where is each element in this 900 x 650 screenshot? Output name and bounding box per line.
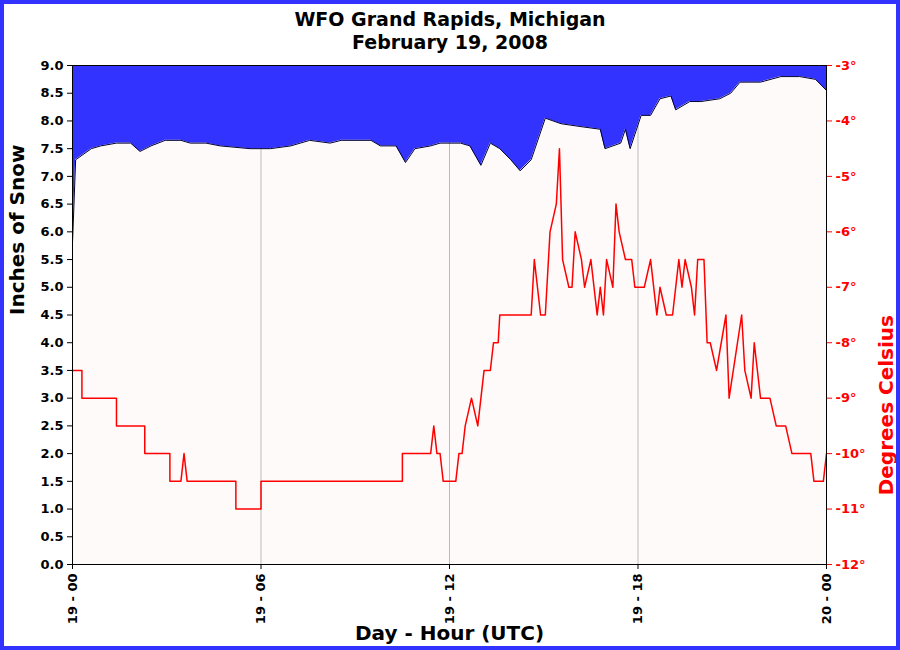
html-text:February 19, 2008: February 19, 2008 xyxy=(352,31,548,53)
svg-text:7.5: 7.5 xyxy=(40,141,63,156)
svg-text:2.0: 2.0 xyxy=(40,446,63,461)
svg-text:-8°: -8° xyxy=(836,335,857,350)
svg-text:3.0: 3.0 xyxy=(40,390,63,405)
svg-text:2.5: 2.5 xyxy=(40,418,63,433)
svg-text:-5°: -5° xyxy=(836,169,857,184)
svg-text:9.0: 9.0 xyxy=(40,60,63,73)
svg-text:-4°: -4° xyxy=(836,113,857,128)
svg-text:-3°: -3° xyxy=(836,60,857,73)
svg-text:19 - 12: 19 - 12 xyxy=(442,574,457,625)
svg-text:7.0: 7.0 xyxy=(40,169,63,184)
svg-text:-6°: -6° xyxy=(836,224,857,239)
svg-text:1.0: 1.0 xyxy=(40,501,63,516)
svg-text:5.0: 5.0 xyxy=(40,279,63,294)
svg-text:0.5: 0.5 xyxy=(40,529,63,544)
svg-text:19 - 00: 19 - 00 xyxy=(65,574,80,625)
svg-text:0.0: 0.0 xyxy=(40,557,63,572)
svg-text:-12°: -12° xyxy=(836,557,866,572)
svg-text:6.5: 6.5 xyxy=(40,196,63,211)
svg-text:4.5: 4.5 xyxy=(40,307,63,322)
svg-text:20 - 00: 20 - 00 xyxy=(819,574,834,625)
svg-text:19 - 06: 19 - 06 xyxy=(253,574,268,625)
svg-text:3.5: 3.5 xyxy=(40,363,63,378)
svg-text:-9°: -9° xyxy=(836,390,857,405)
svg-text:Day - Hour (UTC): Day - Hour (UTC) xyxy=(355,621,544,645)
svg-text:Degrees Celsius: Degrees Celsius xyxy=(874,315,896,495)
svg-text:Inches of Snow: Inches of Snow xyxy=(5,145,29,315)
svg-text:-7°: -7° xyxy=(836,279,857,294)
svg-text:4.0: 4.0 xyxy=(40,335,63,350)
html-text:WFO Grand Rapids, Michigan: WFO Grand Rapids, Michigan xyxy=(294,8,606,30)
svg-text:8.5: 8.5 xyxy=(40,85,63,100)
svg-text:-11°: -11° xyxy=(836,501,866,516)
svg-text:5.5: 5.5 xyxy=(40,252,63,267)
svg-text:19 - 18: 19 - 18 xyxy=(630,574,645,625)
svg-text:6.0: 6.0 xyxy=(40,224,63,239)
svg-text:1.5: 1.5 xyxy=(40,473,63,488)
svg-text:8.0: 8.0 xyxy=(40,113,63,128)
svg-text:-10°: -10° xyxy=(836,446,866,461)
